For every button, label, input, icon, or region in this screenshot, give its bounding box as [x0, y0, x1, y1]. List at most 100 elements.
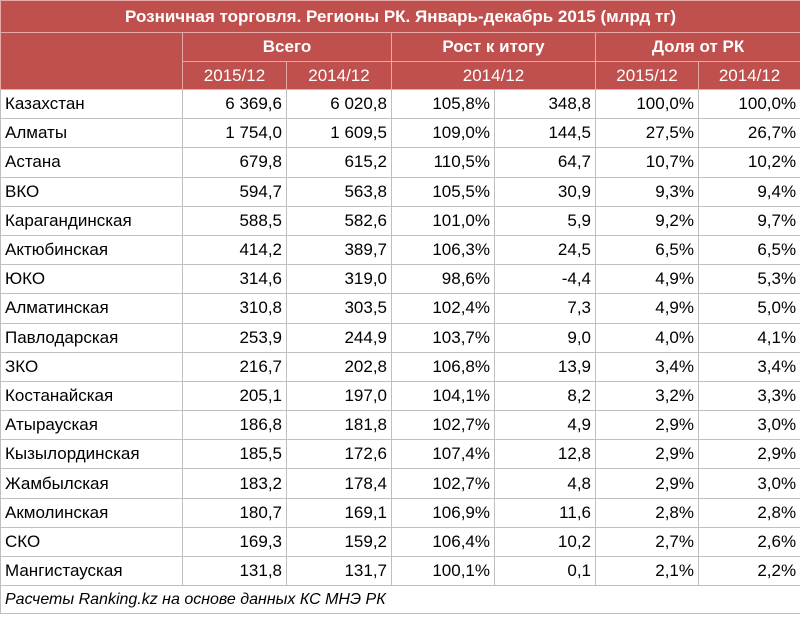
growth-pct-cell: 98,6% [391, 264, 495, 295]
growth-pct-cell: 101,0% [391, 205, 495, 236]
region-name-cell: Кызылординская [0, 439, 183, 470]
region-name-cell: Карагандинская [0, 205, 183, 236]
growth-pct-cell: 109,0% [391, 118, 495, 149]
region-name-cell: Павлодарская [0, 322, 183, 353]
growth-abs-cell: 12,8 [494, 439, 596, 470]
share-2015-cell: 3,4% [595, 351, 699, 382]
group-total-header: Всего [182, 32, 392, 62]
growth-pct-cell: 106,9% [391, 497, 495, 528]
growth-pct-cell: 102,7% [391, 468, 495, 499]
total-2015-cell: 185,5 [182, 439, 287, 470]
region-header-blank [0, 32, 183, 90]
share-2014-cell: 100,0% [697, 88, 800, 120]
growth-pct-cell: 107,4% [391, 439, 495, 470]
total-2015-cell: 180,7 [182, 497, 287, 528]
growth-pct-cell: 103,7% [391, 322, 495, 353]
share-2014-cell: 9,4% [697, 176, 800, 207]
total-2014-cell: 1 609,5 [286, 118, 392, 149]
total-2015-cell: 253,9 [182, 322, 287, 353]
total-2015-cell: 594,7 [182, 176, 287, 207]
total-2014-cell: 319,0 [286, 264, 392, 295]
total-2015-cell: 186,8 [182, 410, 287, 441]
share-2015-cell: 4,9% [595, 264, 699, 295]
share-2015-cell: 9,3% [595, 176, 699, 207]
share-2015-cell: 4,9% [595, 293, 699, 324]
share-2014-cell: 2,8% [697, 497, 800, 528]
growth-abs-cell: -4,4 [494, 264, 596, 295]
share-2015-cell: 2,8% [595, 497, 699, 528]
share-2015-cell: 2,7% [595, 526, 699, 558]
region-name-cell: Мангистауская [0, 555, 183, 587]
growth-abs-cell: 4,8 [494, 468, 596, 499]
total-2015-cell: 216,7 [182, 351, 287, 382]
table-row: Алматинская 310,8 303,5 102,4% 7,3 4,9% 5,0% [0, 293, 800, 324]
share-2014-cell: 10,2% [697, 147, 800, 178]
total-2014-cell: 131,7 [286, 555, 392, 587]
total-2014-cell: 159,2 [286, 526, 392, 558]
share-2014-cell: 2,9% [697, 439, 800, 470]
region-name-cell: Астана [0, 147, 183, 178]
growth-abs-cell: 7,3 [494, 293, 596, 324]
growth-pct-cell: 110,5% [391, 147, 495, 178]
share-2014-cell: 3,0% [697, 468, 800, 499]
region-name-cell: Актюбинская [0, 234, 183, 266]
share-2015-cell: 2,9% [595, 439, 699, 470]
share-2014-cell: 5,3% [697, 264, 800, 295]
table-row: Атырауская 186,8 181,8 102,7% 4,9 2,9% 3,0% [0, 410, 800, 441]
share-2014-cell: 2,2% [697, 555, 800, 587]
share-2015-cell: 4,0% [595, 322, 699, 353]
table-row: Алматы 1 754,0 1 609,5 109,0% 144,5 27,5% 26,7… [0, 118, 800, 149]
total-2015-cell: 131,8 [182, 555, 287, 587]
growth-pct-cell: 105,8% [391, 88, 495, 120]
table-row: Акмолинская 180,7 169,1 106,9% 11,6 2,8% 2,8% [0, 497, 800, 528]
subheader-share-2015: 2015/12 [595, 61, 699, 90]
region-name-cell: ЗКО [0, 351, 183, 382]
total-2014-cell: 181,8 [286, 410, 392, 441]
subheader-growth-period: 2014/12 [391, 61, 596, 90]
total-2014-cell: 6 020,8 [286, 88, 392, 120]
table-row: Казахстан 6 369,6 6 020,8 105,8% 348,8 100,0%… [0, 88, 800, 120]
region-name-cell: СКО [0, 526, 183, 558]
growth-abs-cell: 10,2 [494, 526, 596, 558]
share-2014-cell: 3,3% [697, 380, 800, 412]
table-row: Жамбылская 183,2 178,4 102,7% 4,8 2,9% 3,0% [0, 468, 800, 499]
growth-abs-cell: 13,9 [494, 351, 596, 382]
total-2014-cell: 563,8 [286, 176, 392, 207]
share-2014-cell: 5,0% [697, 293, 800, 324]
region-name-cell: ВКО [0, 176, 183, 207]
total-2015-cell: 314,6 [182, 264, 287, 295]
region-name-cell: Алматы [0, 118, 183, 149]
share-2014-cell: 26,7% [697, 118, 800, 149]
share-2014-cell: 4,1% [697, 322, 800, 353]
table-row: Павлодарская 253,9 244,9 103,7% 9,0 4,0% 4,1% [0, 322, 800, 353]
growth-abs-cell: 64,7 [494, 147, 596, 178]
total-2014-cell: 303,5 [286, 293, 392, 324]
table-body: Казахстан 6 369,6 6 020,8 105,8% 348,8 100,0%… [0, 88, 800, 587]
total-2014-cell: 615,2 [286, 147, 392, 178]
total-2015-cell: 6 369,6 [182, 88, 287, 120]
share-2015-cell: 6,5% [595, 234, 699, 266]
growth-abs-cell: 0,1 [494, 555, 596, 587]
table-row: СКО 169,3 159,2 106,4% 10,2 2,7% 2,6% [0, 526, 800, 558]
growth-abs-cell: 8,2 [494, 380, 596, 412]
table-row: Костанайская 205,1 197,0 104,1% 8,2 3,2% 3,3% [0, 380, 800, 412]
total-2014-cell: 169,1 [286, 497, 392, 528]
total-2014-cell: 172,6 [286, 439, 392, 470]
share-2015-cell: 10,7% [595, 147, 699, 178]
total-2015-cell: 310,8 [182, 293, 287, 324]
growth-abs-cell: 30,9 [494, 176, 596, 207]
region-name-cell: Акмолинская [0, 497, 183, 528]
subheader-share-2014: 2014/12 [697, 61, 800, 90]
region-name-cell: Алматинская [0, 293, 183, 324]
total-2014-cell: 178,4 [286, 468, 392, 499]
share-2015-cell: 2,9% [595, 468, 699, 499]
share-2014-cell: 2,6% [697, 526, 800, 558]
table-row: Мангистауская 131,8 131,7 100,1% 0,1 2,1% 2,2% [0, 555, 800, 587]
growth-abs-cell: 144,5 [494, 118, 596, 149]
total-2015-cell: 169,3 [182, 526, 287, 558]
growth-abs-cell: 348,8 [494, 88, 596, 120]
growth-abs-cell: 24,5 [494, 234, 596, 266]
table-row: Кызылординская 185,5 172,6 107,4% 12,8 2,9% 2,… [0, 439, 800, 470]
region-name-cell: Костанайская [0, 380, 183, 412]
